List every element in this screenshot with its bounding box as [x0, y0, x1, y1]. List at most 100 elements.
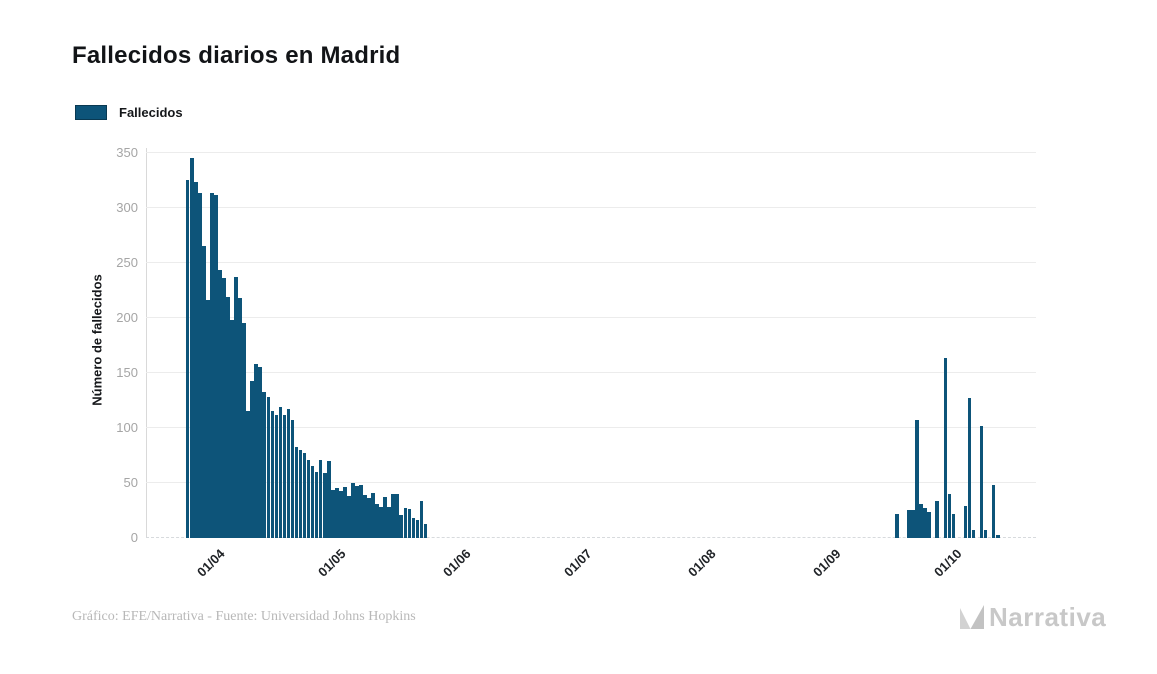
bar — [310, 466, 315, 538]
bar — [907, 510, 911, 538]
bar — [218, 270, 222, 538]
bar — [258, 367, 263, 538]
bar — [415, 520, 420, 538]
brand-name: Narrativa — [989, 602, 1107, 632]
bar — [943, 358, 948, 538]
bar — [330, 489, 335, 538]
bar — [214, 195, 218, 538]
bar — [230, 319, 234, 538]
bar — [991, 485, 996, 538]
chart-title: Fallecidos diarios en Madrid — [72, 42, 401, 69]
bar — [359, 485, 363, 538]
bar — [895, 513, 899, 538]
gridline — [145, 371, 1036, 373]
bar — [927, 511, 931, 538]
y-tick-label: 350 — [116, 144, 138, 160]
gridline — [145, 426, 1036, 428]
bar — [290, 420, 295, 538]
bar — [326, 460, 331, 538]
bar — [911, 510, 915, 538]
bar — [226, 296, 230, 538]
bar — [294, 446, 299, 538]
bar — [250, 380, 254, 538]
y-tick-label: 150 — [116, 364, 138, 380]
gridline — [145, 206, 1036, 208]
bar — [314, 471, 319, 538]
bar — [351, 482, 355, 538]
bar — [242, 323, 246, 538]
bar — [363, 495, 367, 538]
bar — [983, 530, 988, 538]
plot-area — [145, 148, 1036, 538]
bar — [391, 493, 396, 538]
y-tick-label: 0 — [130, 530, 138, 545]
bar — [282, 414, 287, 538]
bar — [210, 193, 214, 538]
gridline — [145, 481, 1036, 483]
bar — [266, 397, 271, 538]
y-tick-label: 250 — [116, 254, 138, 270]
bar — [355, 486, 359, 538]
narrativa-n-icon — [960, 605, 984, 629]
y-axis-title: Número de fallecidos — [89, 274, 105, 406]
bar — [915, 420, 919, 538]
bar — [197, 193, 202, 538]
bar — [971, 530, 976, 538]
y-tick-label: 200 — [116, 309, 138, 325]
bar — [395, 493, 400, 538]
x-tick-label: 01/08 — [685, 546, 720, 580]
bar — [923, 508, 927, 538]
gridline — [145, 316, 1036, 318]
gridline — [145, 261, 1036, 263]
bar — [383, 497, 387, 538]
bar — [375, 503, 379, 538]
bar — [322, 473, 327, 538]
bar — [318, 459, 323, 538]
bar — [298, 449, 303, 538]
x-tick-label: 01/07 — [560, 546, 595, 580]
bar — [274, 414, 279, 538]
bar — [379, 507, 383, 538]
bar — [411, 518, 416, 538]
x-axis-baseline — [145, 537, 1036, 538]
bar — [339, 490, 343, 538]
bar — [995, 534, 1000, 538]
bar — [347, 496, 351, 538]
y-tick-label: 100 — [116, 419, 138, 435]
y-axis-line — [145, 148, 147, 538]
bar — [234, 276, 238, 538]
bar — [423, 523, 428, 538]
x-tick-label: 01/06 — [439, 546, 474, 580]
bar — [979, 425, 984, 538]
source-credit: Gráfico: EFE/Narrativa - Fuente: Univers… — [72, 609, 416, 624]
bar — [189, 158, 194, 538]
bar — [399, 514, 404, 538]
bar — [222, 278, 226, 538]
bar — [367, 498, 371, 538]
bar — [262, 391, 267, 538]
bar — [335, 488, 339, 538]
x-tick-label: 01/10 — [931, 546, 965, 580]
bar — [193, 182, 198, 538]
bar — [254, 363, 258, 538]
bar — [919, 503, 923, 538]
y-tick-label: 50 — [123, 474, 138, 490]
bar — [407, 509, 412, 538]
bar — [963, 506, 968, 538]
legend-label-fallecidos: Fallecidos — [119, 104, 183, 120]
y-tick-label: 300 — [116, 199, 138, 215]
x-tick-label: 01/09 — [810, 546, 845, 580]
bar — [371, 492, 375, 538]
bar — [185, 180, 190, 538]
x-tick-label: 01/04 — [193, 546, 228, 580]
bar — [302, 453, 307, 538]
bar — [951, 513, 956, 538]
legend: Fallecidos — [75, 104, 183, 120]
bar — [202, 246, 206, 538]
bar — [306, 459, 311, 538]
bar — [343, 487, 347, 538]
bar — [419, 500, 424, 538]
bar — [278, 406, 283, 538]
bar — [967, 398, 972, 538]
